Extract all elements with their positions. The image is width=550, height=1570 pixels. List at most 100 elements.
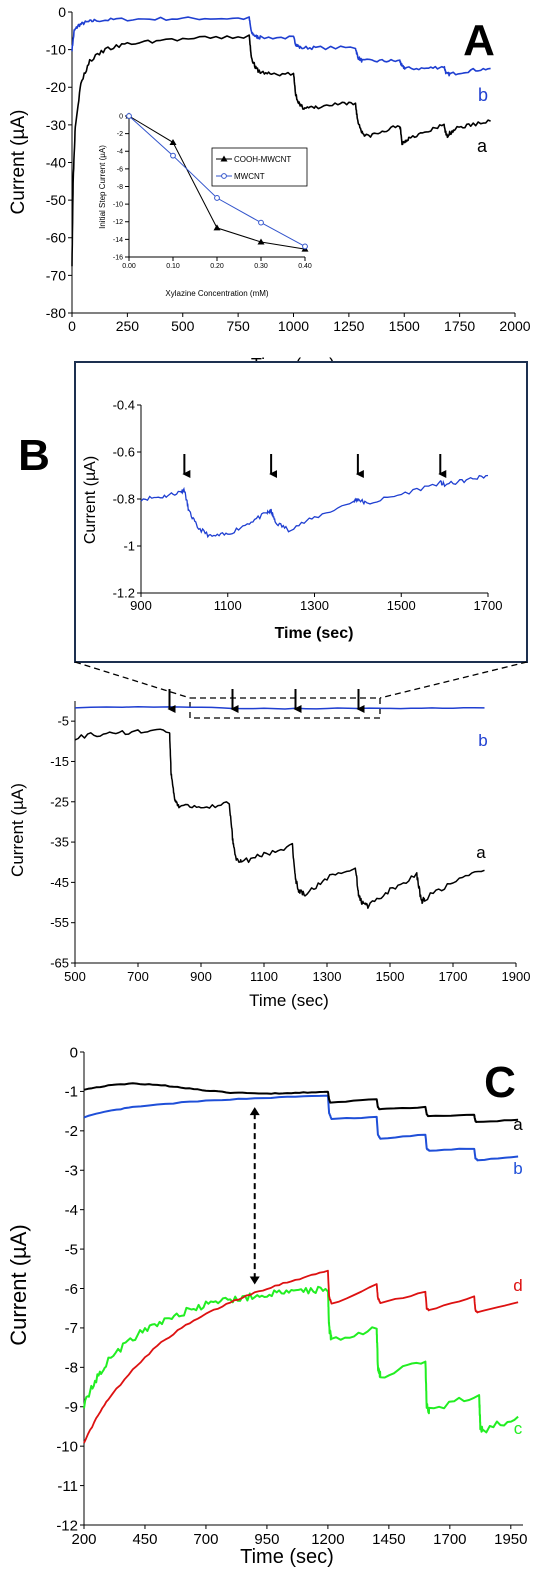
series-label-d: d (513, 1276, 522, 1295)
y-tick-label: -12 (113, 219, 123, 226)
y-tick-label: -8 (117, 184, 123, 191)
series-label-b: b (478, 85, 488, 105)
x-tick-label: 1450 (372, 1531, 405, 1548)
double-arrow-head-up (249, 1107, 260, 1116)
y-tick-label: -0.8 (113, 492, 135, 507)
x-tick-label: 500 (64, 969, 86, 984)
y-tick-label: -45 (50, 875, 69, 890)
y-tick-label: -70 (46, 267, 66, 283)
y-tick-label: -4 (117, 149, 123, 156)
y-tick-label: -16 (113, 254, 123, 261)
x-tick-label: 1700 (439, 969, 468, 984)
y-tick-label: -5 (65, 1241, 78, 1258)
x-tick-label: 0 (68, 318, 76, 334)
x-tick-label: 1100 (214, 598, 242, 613)
inset-series-line-b (140, 474, 489, 539)
x-tick-label: 900 (190, 969, 212, 984)
inset-marker-circle (126, 113, 132, 119)
x-axis-title: Time (sec) (240, 1546, 334, 1568)
y-tick-label: -3 (65, 1163, 78, 1180)
y-tick-label: -55 (50, 915, 69, 930)
x-tick-label: 0.00 (122, 263, 136, 270)
y-tick-label: -60 (46, 230, 66, 246)
inset-background (120, 110, 324, 302)
series-line-b (74, 706, 485, 710)
y-tick-label: -15 (50, 754, 69, 769)
x-tick-label: 1950 (494, 1531, 527, 1548)
inset-marker-triangle (213, 224, 221, 231)
x-tick-label: 2000 (499, 318, 530, 334)
x-tick-label: 700 (127, 969, 149, 984)
series-label-a: a (476, 843, 486, 862)
y-tick-label: -10 (56, 1438, 78, 1455)
x-tick-label: 1500 (389, 318, 420, 334)
y-tick-label: -50 (46, 192, 66, 208)
legend-marker-circle (221, 173, 227, 179)
inset-marker-circle (170, 152, 176, 159)
y-axis-title: Current (µA) (6, 1224, 31, 1345)
y-tick-label: -7 (65, 1320, 78, 1337)
legend-label-cooh-mwcnt: COOH-MWCNT (234, 155, 291, 164)
y-tick-label: -14 (113, 237, 123, 244)
x-tick-label: 1200 (311, 1531, 344, 1548)
panel-letter: C (484, 1058, 516, 1107)
x-tick-label: 250 (116, 318, 140, 334)
x-axis-title: Time (sec) (249, 991, 329, 1010)
y-tick-label: -12 (56, 1517, 78, 1534)
series-label-b: b (478, 731, 487, 750)
x-tick-label: 1100 (250, 969, 278, 984)
x-tick-label: 1500 (387, 598, 416, 613)
inset-x-axis-title: Xylazine Concentration (mM) (165, 289, 268, 298)
y-tick-label: -6 (65, 1281, 78, 1298)
x-tick-label: 0.20 (210, 263, 224, 270)
series-line-b (71, 16, 491, 77)
series-line-a (71, 34, 491, 267)
y-tick-label: -35 (50, 835, 69, 850)
series-label-b: b (513, 1159, 522, 1178)
x-tick-label: 1500 (376, 969, 405, 984)
x-tick-label: 450 (132, 1531, 157, 1548)
x-tick-label: 1900 (502, 969, 531, 984)
inset-x-axis-title: Time (sec) (275, 625, 354, 642)
x-tick-label: 1700 (433, 1531, 466, 1548)
y-tick-label: -11 (57, 1478, 78, 1495)
x-tick-label: 0.40 (298, 263, 312, 270)
y-tick-label: -30 (46, 117, 66, 133)
y-axis-title: Current (µA) (8, 783, 27, 877)
series-label-c: c (514, 1419, 523, 1438)
y-tick-label: -25 (50, 794, 69, 809)
x-tick-label: 900 (130, 598, 152, 613)
series-line-a (74, 728, 485, 909)
inset-marker-circle (302, 243, 308, 250)
y-tick-label: -8 (65, 1360, 78, 1377)
y-tick-label: -80 (46, 305, 66, 321)
y-tick-label: -9 (65, 1399, 78, 1416)
x-tick-label: 1250 (333, 318, 364, 334)
x-tick-label: 700 (193, 1531, 218, 1548)
panel-c: 200 450 700 950 1200 1450 1700 1950 0 -1 -2 -3 -4 -5 -… (6, 1044, 527, 1568)
zoom-connector-left (74, 661, 191, 699)
y-tick-label: -1 (65, 1084, 78, 1101)
legend-label-mwcnt: MWCNT (234, 172, 265, 181)
y-tick-label: -1.2 (113, 586, 135, 601)
x-tick-label: 0.30 (254, 263, 268, 270)
y-tick-label: -40 (46, 154, 66, 170)
y-tick-label: -20 (46, 79, 66, 95)
series-line-d (83, 1269, 519, 1444)
y-tick-label: 0 (58, 4, 66, 20)
panel-a: 0 250 500 750 1000 1250 1500 1750 20000-10-20-30… (8, 4, 531, 375)
inset-marker-triangle (257, 238, 265, 245)
y-tick-label: -10 (113, 202, 123, 209)
y-tick-label: 0 (70, 1044, 78, 1061)
panel-letter: B (18, 431, 50, 480)
y-tick-label: -2 (65, 1123, 78, 1140)
y-tick-label: -65 (50, 956, 69, 971)
series-line-c (83, 1285, 519, 1434)
x-tick-label: 1000 (278, 318, 309, 334)
y-tick-label: -6 (117, 166, 123, 173)
inset-y-axis-title: Initial Step Current (µA) (98, 145, 107, 229)
y-axis-title: Current (µA) (8, 110, 29, 215)
y-tick-label: -2 (117, 131, 123, 138)
series-label-a: a (513, 1115, 523, 1134)
